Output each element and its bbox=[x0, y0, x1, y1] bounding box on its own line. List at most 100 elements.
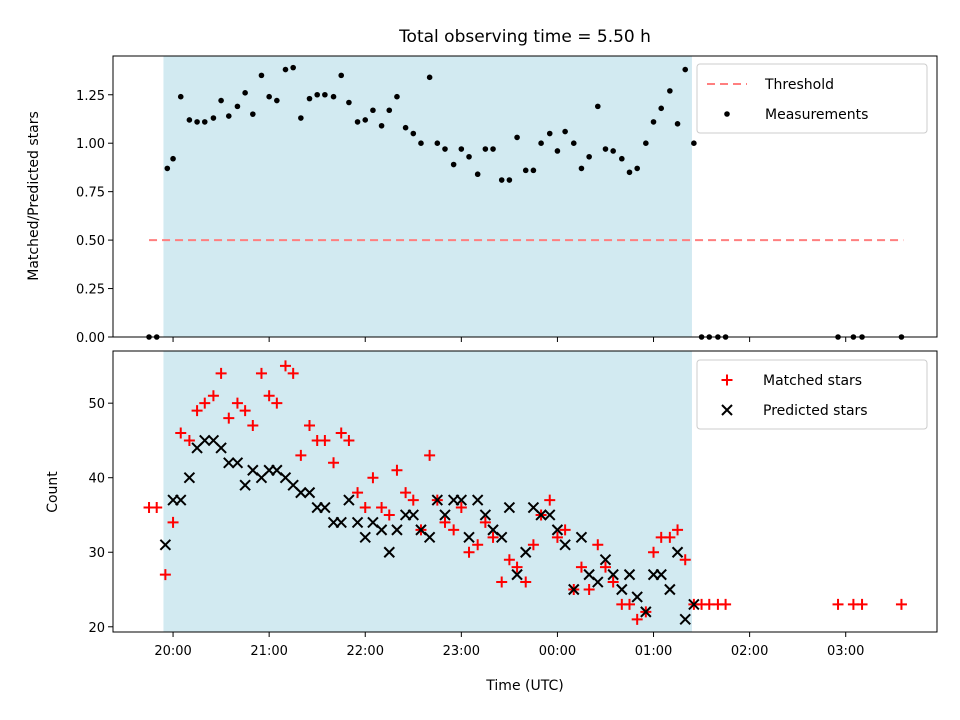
legend-predicted-label: Predicted stars bbox=[763, 403, 868, 419]
measurement-point bbox=[650, 119, 657, 125]
predicted-star-point bbox=[511, 568, 523, 581]
matched-star-point bbox=[679, 554, 691, 566]
predicted-star-point bbox=[359, 531, 371, 544]
measurement-point bbox=[370, 107, 376, 114]
measurement-point bbox=[450, 161, 457, 168]
matched-star-point bbox=[287, 367, 299, 379]
measurement-point bbox=[418, 140, 424, 147]
predicted-star-point bbox=[375, 524, 388, 536]
predicted-star-point bbox=[431, 494, 444, 506]
measurement-point bbox=[619, 155, 625, 162]
matched-star-point bbox=[624, 598, 636, 610]
predicted-star-point bbox=[351, 516, 364, 529]
measurement-point bbox=[290, 64, 296, 71]
predicted-star-point bbox=[343, 494, 355, 506]
matched-star-point bbox=[544, 494, 556, 506]
matched-star-point bbox=[359, 502, 371, 514]
measurement-point bbox=[194, 119, 200, 125]
measurement-point bbox=[667, 88, 673, 94]
matched-star-point bbox=[239, 405, 251, 417]
x-tick-label: 03:00 bbox=[827, 644, 864, 659]
bottom-data-points bbox=[143, 360, 907, 626]
measurement-point bbox=[266, 93, 272, 100]
y-tick-label: 30 bbox=[88, 546, 105, 561]
legend-threshold-label: Threshold bbox=[764, 77, 834, 93]
predicted-star-point bbox=[640, 606, 652, 618]
measurement-point bbox=[634, 165, 640, 172]
predicted-star-point bbox=[463, 531, 475, 544]
measurement-point bbox=[242, 90, 248, 96]
measurement-point bbox=[177, 93, 184, 100]
predicted-star-point bbox=[671, 546, 684, 558]
matched-star-point bbox=[247, 420, 259, 432]
measurement-point bbox=[682, 66, 689, 73]
matched-star-point bbox=[496, 576, 508, 588]
matched-star-point bbox=[199, 397, 211, 409]
matched-star-point bbox=[335, 427, 347, 439]
matched-star-point bbox=[607, 576, 619, 588]
predicted-star-point bbox=[520, 546, 532, 558]
legend-measurements-label: Measurements bbox=[765, 107, 868, 123]
legend-matched-label: Matched stars bbox=[763, 373, 862, 389]
top-panel: 0.00 0.25 0.50 0.75 1.00 1.25 Matched/Predict… bbox=[26, 55, 938, 346]
matched-star-point bbox=[599, 561, 611, 573]
y-tick-label: 0.25 bbox=[76, 283, 105, 298]
bottom-plot-frame bbox=[112, 350, 938, 633]
matched-star-point bbox=[472, 539, 484, 551]
matched-star-point bbox=[400, 487, 412, 499]
matched-star-point bbox=[191, 405, 203, 417]
predicted-star-point bbox=[688, 598, 700, 611]
measurement-point bbox=[506, 177, 513, 183]
measurement-point bbox=[546, 130, 553, 137]
predicted-star-point bbox=[623, 568, 636, 581]
measurement-point bbox=[602, 146, 609, 152]
measurement-point bbox=[314, 91, 320, 98]
matched-star-point bbox=[367, 472, 379, 484]
matched-star-point bbox=[215, 367, 227, 379]
measurement-point bbox=[586, 153, 592, 160]
matched-star-point bbox=[448, 524, 460, 536]
matched-star-point bbox=[231, 397, 243, 409]
predicted-star-point bbox=[471, 494, 484, 506]
x-tick-label: 23:00 bbox=[443, 644, 480, 659]
measurement-point bbox=[170, 155, 176, 162]
predicted-star-point bbox=[559, 539, 571, 551]
matched-star-point bbox=[648, 546, 660, 558]
predicted-star-point bbox=[599, 553, 612, 566]
predicted-star-point bbox=[607, 568, 619, 581]
predicted-star-point bbox=[664, 583, 676, 596]
measurement-point bbox=[570, 140, 577, 147]
matched-star-point bbox=[664, 531, 676, 543]
predicted-star-point bbox=[231, 457, 244, 469]
measurement-point bbox=[554, 148, 561, 154]
x-tick-label: 00:00 bbox=[539, 644, 576, 659]
legend-predicted-swatch bbox=[721, 404, 733, 416]
y-tick-label: 0.50 bbox=[76, 234, 105, 249]
matched-star-point bbox=[263, 390, 275, 402]
bottom-x-axis: 20:00 21:00 22:00 23:00 00:00 01:00 02:00 03:00 bbox=[154, 632, 864, 659]
matched-star-point bbox=[271, 397, 283, 409]
matched-star-point bbox=[575, 561, 587, 573]
matched-star-point bbox=[551, 531, 563, 543]
matched-star-point bbox=[304, 420, 316, 432]
measurement-point bbox=[490, 146, 496, 152]
bottom-y-axis-label: Count bbox=[45, 471, 61, 513]
measurement-point bbox=[691, 140, 697, 147]
bottom-legend: Matched stars Predicted stars bbox=[696, 359, 928, 430]
predicted-star-point bbox=[575, 531, 588, 544]
measurement-point bbox=[298, 115, 304, 121]
measurement-point bbox=[274, 97, 280, 104]
measurement-point bbox=[258, 72, 265, 79]
measurement-point bbox=[578, 165, 585, 172]
measurement-point bbox=[466, 153, 472, 160]
measurement-point bbox=[330, 93, 337, 100]
predicted-star-point bbox=[199, 434, 211, 447]
matched-star-point bbox=[167, 516, 179, 528]
predicted-star-point bbox=[239, 479, 251, 491]
matched-star-point bbox=[207, 390, 219, 402]
predicted-star-point bbox=[423, 531, 436, 544]
y-tick-label: 40 bbox=[88, 472, 105, 487]
predicted-star-point bbox=[391, 524, 403, 536]
matched-star-point bbox=[183, 434, 195, 446]
matched-star-point bbox=[343, 434, 355, 446]
